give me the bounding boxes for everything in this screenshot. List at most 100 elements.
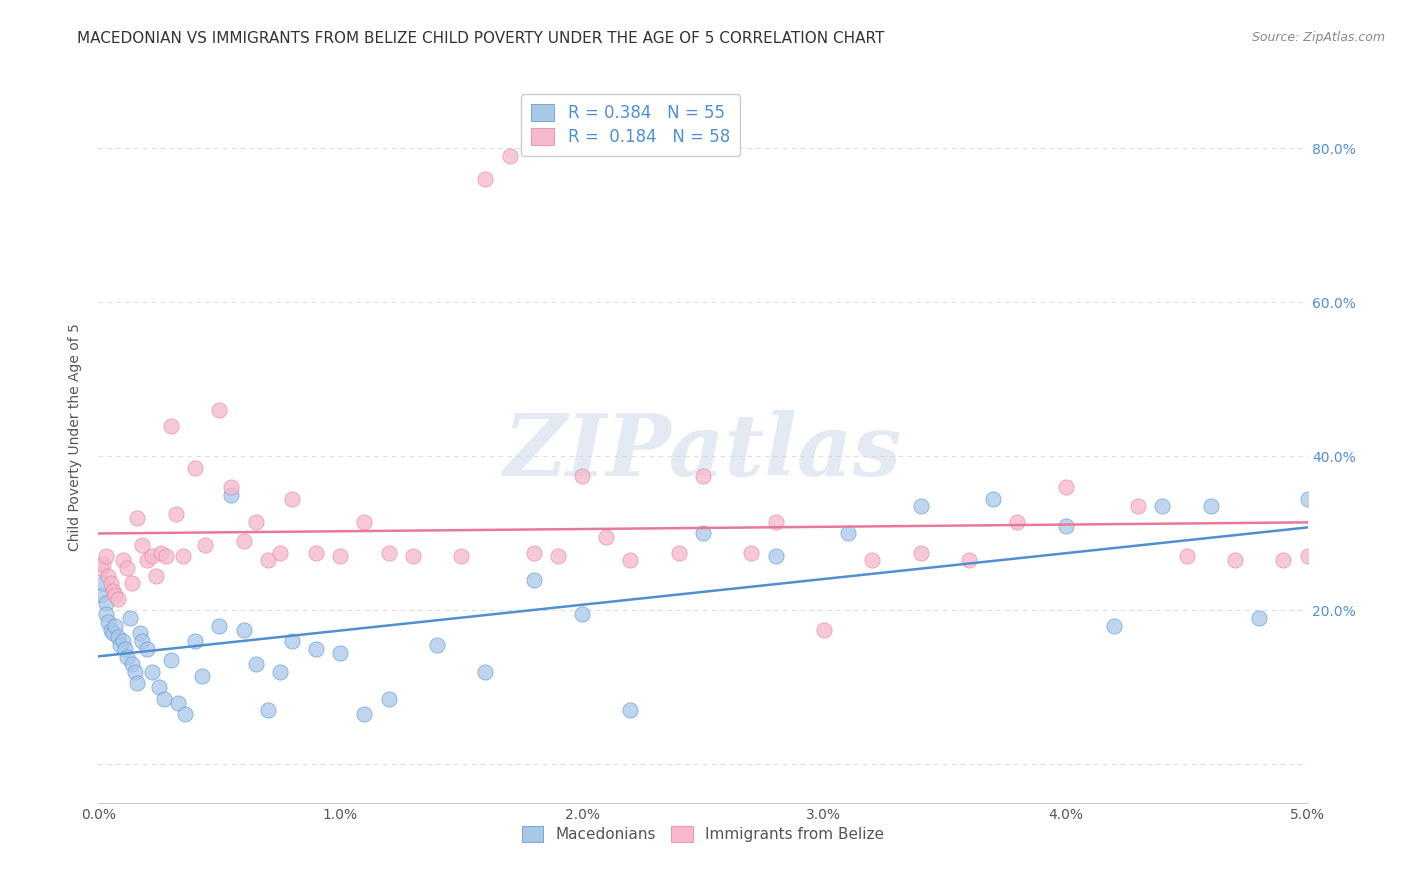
Point: [107, 591, 129, 606]
Point: [94, 596, 117, 610]
Point: [765, 515, 787, 529]
Point: [127, 676, 149, 690]
Point: [245, 515, 267, 529]
Point: [148, 681, 170, 695]
Point: [150, 545, 173, 559]
Point: [100, 576, 122, 591]
Point: [426, 638, 449, 652]
Point: [1296, 549, 1319, 564]
Point: [152, 691, 174, 706]
Point: [128, 626, 150, 640]
Point: [141, 665, 163, 679]
Point: [305, 641, 328, 656]
Point: [740, 545, 762, 559]
Point: [571, 468, 593, 483]
Point: [174, 707, 197, 722]
Point: [145, 568, 167, 582]
Point: [692, 526, 714, 541]
Point: [910, 500, 932, 514]
Point: [127, 511, 149, 525]
Point: [118, 611, 141, 625]
Point: [245, 657, 267, 672]
Point: [208, 618, 231, 632]
Point: [194, 538, 217, 552]
Point: [90, 588, 112, 602]
Point: [94, 607, 117, 622]
Point: [135, 641, 157, 656]
Point: [108, 638, 131, 652]
Point: [91, 557, 114, 571]
Point: [860, 553, 883, 567]
Point: [167, 696, 190, 710]
Point: [402, 549, 425, 564]
Text: ZIPatlas: ZIPatlas: [503, 410, 903, 493]
Point: [101, 626, 124, 640]
Point: [256, 553, 278, 567]
Point: [523, 573, 546, 587]
Point: [256, 703, 278, 717]
Point: [329, 549, 352, 564]
Point: [172, 549, 194, 564]
Point: [571, 607, 593, 622]
Legend: Macedonians, Immigrants from Belize: Macedonians, Immigrants from Belize: [515, 819, 891, 850]
Point: [910, 545, 932, 559]
Point: [117, 561, 139, 575]
Point: [1054, 480, 1077, 494]
Point: [957, 553, 980, 567]
Point: [1102, 618, 1125, 632]
Point: [208, 403, 231, 417]
Point: [232, 623, 254, 637]
Point: [474, 172, 496, 186]
Point: [101, 584, 124, 599]
Point: [111, 634, 134, 648]
Point: [1152, 500, 1174, 514]
Point: [1296, 491, 1319, 506]
Point: [165, 507, 187, 521]
Point: [1128, 500, 1150, 514]
Point: [107, 630, 129, 644]
Point: [281, 634, 304, 648]
Point: [160, 418, 183, 433]
Point: [141, 549, 163, 564]
Y-axis label: Child Poverty Under the Age of 5: Child Poverty Under the Age of 5: [69, 323, 83, 551]
Point: [498, 149, 520, 163]
Point: [94, 549, 117, 564]
Point: [813, 623, 835, 637]
Point: [547, 549, 569, 564]
Point: [981, 491, 1004, 506]
Point: [523, 545, 546, 559]
Point: [97, 568, 120, 582]
Point: [124, 665, 146, 679]
Point: [97, 615, 120, 629]
Point: [595, 530, 617, 544]
Point: [191, 669, 214, 683]
Point: [377, 545, 399, 559]
Point: [221, 488, 243, 502]
Point: [329, 646, 352, 660]
Point: [837, 526, 859, 541]
Point: [450, 549, 472, 564]
Point: [474, 665, 496, 679]
Point: [135, 553, 157, 567]
Text: Source: ZipAtlas.com: Source: ZipAtlas.com: [1251, 31, 1385, 45]
Point: [1249, 611, 1271, 625]
Point: [765, 549, 787, 564]
Point: [1054, 518, 1077, 533]
Point: [121, 576, 143, 591]
Point: [1007, 515, 1029, 529]
Point: [1175, 549, 1198, 564]
Point: [692, 468, 714, 483]
Point: [221, 480, 243, 494]
Point: [104, 588, 127, 602]
Point: [1199, 500, 1222, 514]
Point: [269, 545, 291, 559]
Point: [100, 623, 122, 637]
Point: [131, 634, 153, 648]
Point: [668, 545, 690, 559]
Point: [619, 703, 641, 717]
Point: [91, 576, 114, 591]
Point: [281, 491, 304, 506]
Point: [121, 657, 143, 672]
Point: [155, 549, 177, 564]
Point: [111, 553, 134, 567]
